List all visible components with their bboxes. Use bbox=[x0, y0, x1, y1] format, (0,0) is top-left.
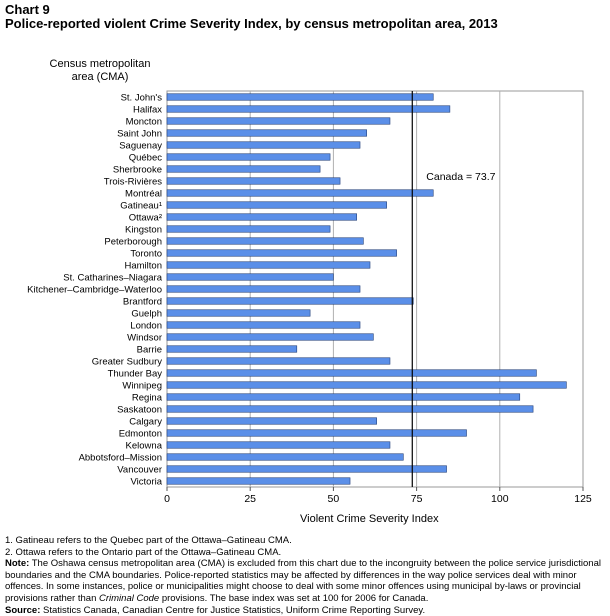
category-label: Abbotsford–Mission bbox=[79, 453, 162, 464]
category-label: Greater Sudbury bbox=[92, 357, 162, 368]
category-label: Vancouver bbox=[117, 465, 162, 476]
category-label: Ottawa² bbox=[129, 213, 162, 224]
category-label: Toronto bbox=[130, 249, 162, 260]
category-label: Edmonton bbox=[119, 429, 162, 440]
category-label: Montréal bbox=[125, 189, 162, 200]
category-label: Saint John bbox=[117, 129, 162, 140]
canada-reference-label: Canada = 73.7 bbox=[426, 171, 495, 183]
x-axis-title: Violent Crime Severity Index bbox=[300, 513, 439, 525]
category-label: Sherbrooke bbox=[113, 165, 162, 176]
bar bbox=[166, 141, 361, 149]
bar bbox=[166, 165, 321, 173]
footnotes: 1. Gatineau refers to the Quebec part of… bbox=[5, 535, 605, 616]
category-label: Québec bbox=[129, 153, 163, 164]
x-tick-label: 25 bbox=[244, 493, 256, 505]
bar bbox=[166, 129, 367, 137]
y-axis-title: Census metropolitan area (CMA) bbox=[49, 58, 151, 83]
bar bbox=[166, 285, 361, 293]
bar bbox=[166, 333, 374, 341]
source: Source: Statistics Canada, Canadian Cent… bbox=[5, 605, 605, 616]
category-label: Kelowna bbox=[126, 441, 163, 452]
x-tick-label: 125 bbox=[574, 493, 592, 505]
bar bbox=[166, 93, 434, 101]
category-label: Windsor bbox=[127, 333, 162, 344]
footnote-2: 2. Ottawa refers to the Ontario part of … bbox=[5, 546, 282, 558]
footnote-1: 1. Gatineau refers to the Quebec part of… bbox=[5, 535, 292, 546]
x-tick-label: 75 bbox=[411, 493, 423, 505]
bar bbox=[166, 477, 351, 485]
source-label: Source: bbox=[5, 604, 41, 616]
bar bbox=[166, 153, 331, 161]
category-label: Barrie bbox=[137, 345, 162, 356]
category-label: Saskatoon bbox=[117, 405, 162, 416]
bar bbox=[166, 369, 537, 377]
bar bbox=[166, 417, 377, 425]
category-label: London bbox=[130, 321, 162, 332]
category-label: Hamilton bbox=[125, 261, 163, 272]
category-label: Winnipeg bbox=[122, 381, 162, 392]
bar bbox=[166, 213, 357, 221]
category-label: Calgary bbox=[129, 417, 162, 428]
note-text-end: provisions. The base index was set at 10… bbox=[159, 592, 429, 604]
x-tick-label: 50 bbox=[328, 493, 340, 505]
x-tick-label: 100 bbox=[491, 493, 509, 505]
chart-title: Police-reported violent Crime Severity I… bbox=[5, 16, 498, 31]
category-label: Kingston bbox=[125, 225, 162, 236]
x-tick-label: 0 bbox=[164, 493, 170, 505]
note-label: Note: bbox=[5, 558, 30, 570]
category-label: Halifax bbox=[133, 105, 162, 116]
bar bbox=[166, 453, 404, 461]
bar bbox=[166, 429, 467, 437]
bar bbox=[166, 117, 391, 125]
bar bbox=[166, 381, 567, 389]
bar bbox=[166, 201, 387, 209]
bar bbox=[166, 393, 521, 401]
bar bbox=[166, 405, 534, 413]
note: Note: The Oshawa census metropolitan are… bbox=[5, 558, 605, 604]
bar bbox=[166, 273, 334, 281]
bar bbox=[166, 441, 391, 449]
bar bbox=[166, 309, 311, 317]
chart-label: Chart 9 bbox=[5, 2, 50, 17]
bar bbox=[166, 105, 451, 113]
bar bbox=[166, 189, 434, 197]
bar bbox=[166, 465, 447, 473]
category-label: Thunder Bay bbox=[108, 369, 163, 380]
bar bbox=[166, 261, 371, 269]
bar bbox=[166, 345, 298, 353]
source-text: Statistics Canada, Canadian Centre for J… bbox=[40, 604, 426, 616]
category-label: St. John's bbox=[121, 93, 163, 104]
bar bbox=[166, 249, 397, 257]
bar bbox=[166, 357, 391, 365]
category-label: Saguenay bbox=[119, 141, 162, 152]
bar bbox=[166, 321, 361, 329]
note-text: The Oshawa census metropolitan area (CMA… bbox=[5, 558, 601, 604]
category-label: Gatineau¹ bbox=[120, 201, 162, 212]
bar bbox=[166, 225, 331, 233]
bar bbox=[166, 297, 414, 305]
category-label: Victoria bbox=[130, 477, 162, 488]
category-label: Regina bbox=[132, 393, 163, 404]
bar bbox=[166, 177, 341, 185]
category-label: Kitchener–Cambridge–Waterloo bbox=[27, 285, 162, 296]
note-italic: Criminal Code bbox=[99, 592, 160, 604]
bar bbox=[166, 237, 364, 245]
category-label: Guelph bbox=[131, 309, 162, 320]
category-label: Moncton bbox=[126, 117, 162, 128]
category-label: Trois-Rivières bbox=[104, 177, 162, 188]
category-label: Brantford bbox=[123, 297, 162, 308]
category-label: St. Catharines–Niagara bbox=[63, 273, 162, 284]
category-label: Peterborough bbox=[104, 237, 162, 248]
